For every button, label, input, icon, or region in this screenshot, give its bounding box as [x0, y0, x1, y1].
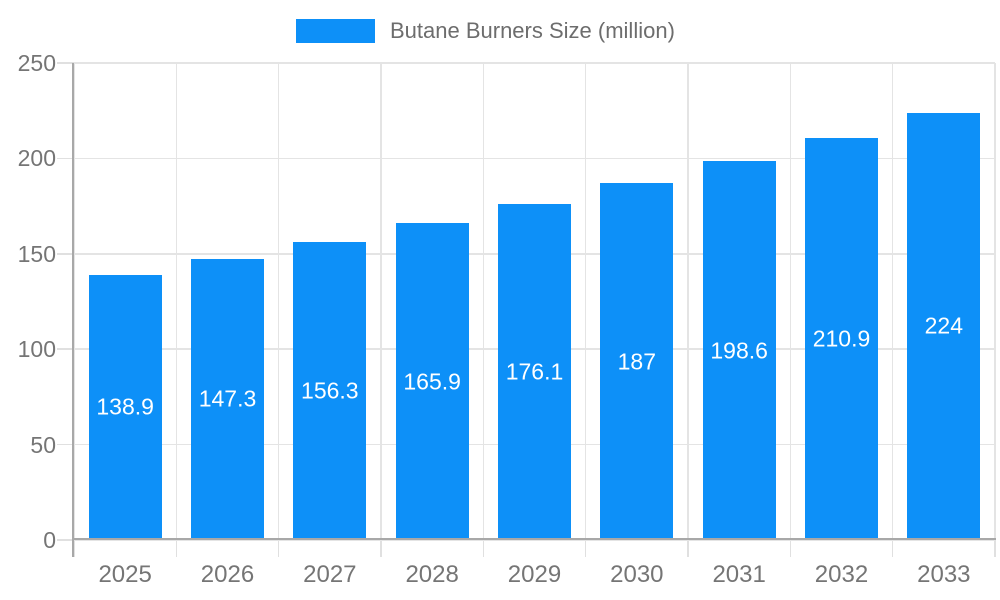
x-axis-tick [175, 540, 178, 557]
bar-value-label: 187 [617, 348, 657, 375]
y-axis-tick [57, 253, 74, 255]
x-axis-label: 2029 [507, 561, 562, 588]
x-axis-tick [584, 540, 587, 557]
grid-line-vertical [482, 63, 485, 540]
grid-line-vertical [73, 63, 75, 540]
x-axis-tick [73, 540, 75, 557]
bar[interactable] [805, 137, 878, 540]
legend-label: Butane Burners Size (million) [390, 18, 675, 43]
x-axis-label: 2027 [303, 561, 357, 588]
bar[interactable] [600, 183, 674, 540]
x-axis-label: 2025 [98, 561, 152, 588]
bar-value-label: 147.3 [198, 385, 257, 412]
legend-swatch-icon [296, 19, 375, 43]
legend-item[interactable]: Butane Burners Size (million) [296, 19, 675, 43]
bar-value-label: 210.9 [812, 325, 871, 352]
x-axis-tick [994, 540, 996, 557]
x-axis-tick [789, 540, 792, 557]
bar-value-label: 224 [924, 312, 964, 339]
x-axis-label: 2026 [200, 561, 255, 588]
x-axis-label: 2031 [712, 561, 766, 588]
bar[interactable] [702, 161, 776, 540]
x-axis-tick [380, 540, 382, 557]
bar[interactable] [498, 204, 571, 540]
grid-line-vertical [584, 63, 587, 540]
y-axis-tick [57, 539, 74, 541]
y-axis-label: 200 [17, 145, 56, 172]
x-axis-tick [482, 540, 485, 557]
y-axis-tick [57, 443, 74, 446]
grid-line-vertical [891, 63, 894, 540]
bar-value-label: 138.9 [96, 393, 154, 420]
grid-line-horizontal [74, 62, 995, 64]
bar[interactable] [88, 274, 162, 540]
bar-value-label: 176.1 [505, 358, 564, 385]
grid-line-horizontal [74, 539, 995, 541]
bar[interactable] [191, 258, 264, 540]
y-axis-label: 0 [43, 527, 56, 553]
bar-value-label: 165.9 [403, 368, 461, 395]
x-axis-label: 2028 [405, 561, 459, 588]
bar[interactable] [293, 241, 367, 540]
y-axis-tick [57, 62, 74, 64]
x-axis-tick [891, 540, 894, 557]
x-axis-label: 2032 [814, 561, 869, 588]
x-axis-label: 2033 [917, 561, 971, 588]
bar-value-label: 156.3 [301, 377, 359, 404]
y-axis-label: 100 [17, 336, 56, 363]
grid-line-vertical [687, 63, 689, 540]
grid-line-vertical [789, 63, 792, 540]
y-axis-label: 50 [30, 431, 56, 458]
bar[interactable] [395, 223, 469, 540]
grid-line-vertical [175, 63, 178, 540]
bar-value-label: 198.6 [710, 337, 768, 364]
x-axis-line [74, 538, 996, 540]
y-axis-label: 150 [17, 240, 56, 267]
grid-line-vertical [380, 63, 382, 540]
grid-line-vertical [277, 63, 280, 540]
x-axis-label: 2030 [610, 561, 664, 588]
y-axis-tick [57, 348, 74, 350]
bar[interactable] [907, 112, 981, 540]
x-axis-tick [277, 540, 280, 557]
grid-line-vertical [994, 63, 996, 540]
y-axis-line [72, 63, 74, 557]
x-axis-tick [687, 540, 689, 557]
y-axis-tick [57, 157, 74, 160]
y-axis-label: 250 [17, 50, 56, 76]
grid-line-horizontal [74, 157, 995, 160]
